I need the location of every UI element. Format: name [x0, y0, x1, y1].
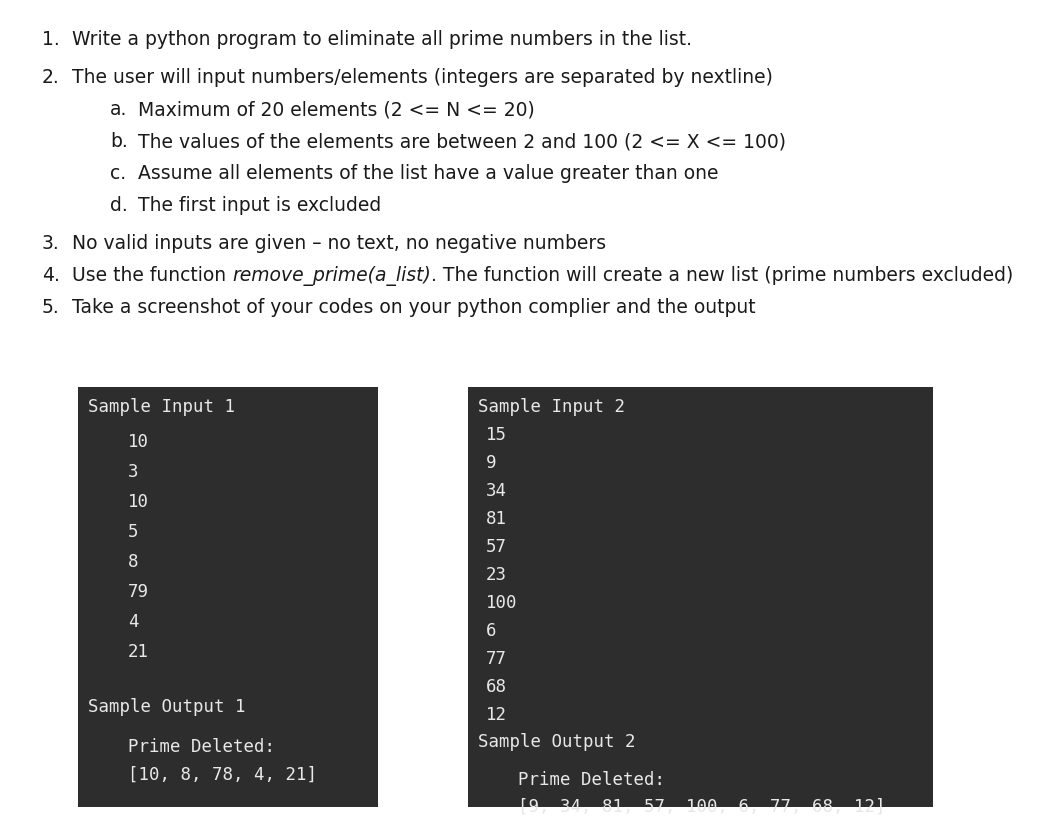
Text: [10, 8, 78, 4, 21]: [10, 8, 78, 4, 21] [128, 765, 317, 783]
Text: c.: c. [110, 164, 126, 183]
Text: 3: 3 [128, 463, 139, 481]
Text: Use the function: Use the function [72, 265, 232, 285]
Text: 81: 81 [486, 509, 507, 527]
Text: 15: 15 [486, 426, 507, 443]
Text: 21: 21 [128, 642, 149, 660]
Text: 10: 10 [128, 492, 149, 510]
Text: Assume all elements of the list have a value greater than one: Assume all elements of the list have a v… [138, 164, 718, 183]
Text: remove_prime(a_list): remove_prime(a_list) [232, 265, 431, 286]
Text: a.: a. [110, 100, 127, 119]
Text: 2.: 2. [42, 68, 59, 87]
Text: Take a screenshot of your codes on your python complier and the output: Take a screenshot of your codes on your … [72, 297, 756, 317]
Text: 57: 57 [486, 537, 507, 555]
Text: The user will input numbers/elements (integers are separated by nextline): The user will input numbers/elements (in… [72, 68, 773, 87]
Text: 12: 12 [486, 705, 507, 723]
Text: The values of the elements are between 2 and 100 (2 <= X <= 100): The values of the elements are between 2… [138, 132, 786, 151]
Text: 10: 10 [128, 432, 149, 450]
Text: Maximum of 20 elements (2 <= N <= 20): Maximum of 20 elements (2 <= N <= 20) [138, 100, 535, 119]
Text: [9, 34, 81, 57, 100, 6, 77, 68, 12]: [9, 34, 81, 57, 100, 6, 77, 68, 12] [518, 797, 885, 815]
Bar [468, 387, 933, 807]
Text: 5: 5 [128, 523, 139, 541]
Text: d.: d. [110, 196, 128, 215]
Text: . The function will create a new list (prime numbers excluded): . The function will create a new list (p… [431, 265, 1013, 285]
Text: 79: 79 [128, 582, 149, 600]
Text: No valid inputs are given – no text, no negative numbers: No valid inputs are given – no text, no … [72, 233, 606, 253]
Text: 6: 6 [486, 622, 497, 639]
Text: 3.: 3. [42, 233, 59, 253]
Text: 9: 9 [486, 454, 497, 472]
Text: Sample Output 1: Sample Output 1 [88, 697, 246, 715]
Text: Write a python program to eliminate all prime numbers in the list.: Write a python program to eliminate all … [72, 30, 692, 49]
Text: 4: 4 [128, 613, 139, 631]
Text: 1.: 1. [42, 30, 59, 49]
Text: Sample Input 1: Sample Input 1 [88, 397, 235, 415]
Text: Sample Input 2: Sample Input 2 [478, 397, 625, 415]
Text: 34: 34 [486, 482, 507, 500]
Text: Prime Deleted:: Prime Deleted: [518, 770, 665, 788]
Bar [78, 387, 378, 807]
Text: 4.: 4. [42, 265, 60, 285]
Text: b.: b. [110, 132, 128, 151]
Text: 23: 23 [486, 565, 507, 583]
Text: 77: 77 [486, 649, 507, 667]
Text: 100: 100 [486, 593, 518, 611]
Text: Prime Deleted:: Prime Deleted: [128, 737, 275, 755]
Text: The first input is excluded: The first input is excluded [138, 196, 381, 215]
Text: 68: 68 [486, 677, 507, 695]
Text: 8: 8 [128, 552, 139, 570]
Text: Sample Output 2: Sample Output 2 [478, 732, 635, 750]
Text: 5.: 5. [42, 297, 59, 317]
